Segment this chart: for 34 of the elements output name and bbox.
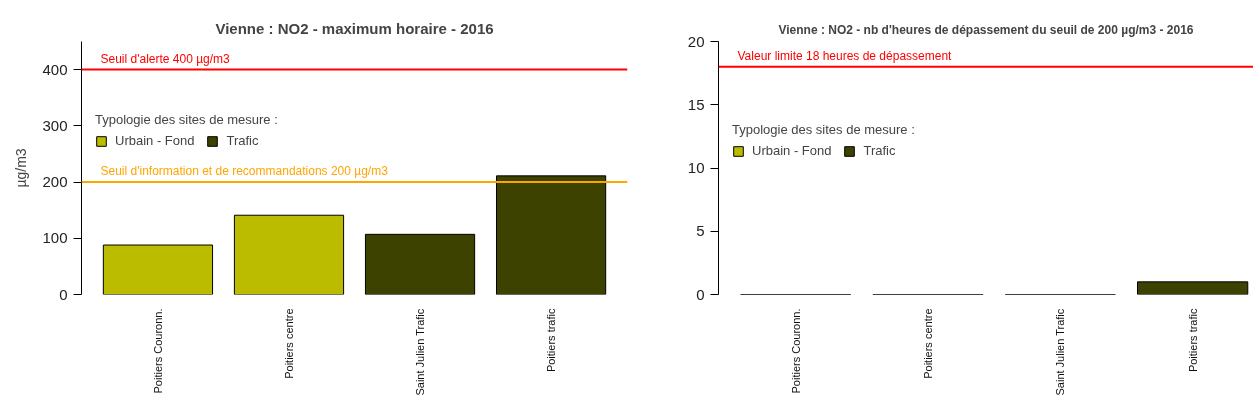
legend-title: Typologie des sites de mesure :	[732, 122, 915, 137]
bar	[233, 214, 345, 295]
y-tick-label: 100	[42, 229, 68, 247]
y-tick-label: 0	[696, 285, 705, 303]
x-tick-label: Poitiers Couronn.	[789, 308, 802, 394]
y-tick-label: 400	[42, 60, 68, 78]
x-tick-label: Poitiers Couronn.	[151, 308, 164, 394]
y-tick-label: 300	[42, 116, 68, 134]
chart-title: Vienne : NO2 - nb d'heures de dépassement du seuil de 200 µg/m3 - 2016	[778, 22, 1194, 37]
x-tick-label: Saint Julien Trafic	[1054, 308, 1067, 396]
y-tick-label: 20	[687, 32, 705, 50]
x-tick-label: Poitiers trafic	[545, 308, 558, 373]
y-tick-label: 200	[42, 173, 68, 191]
legend-label: Trafic	[863, 143, 896, 158]
legend-label: Trafic	[226, 133, 259, 148]
ref-line-label: Seuil d'information et de recommandations 200 µg/m3	[100, 164, 389, 179]
x-tick-label: Poitiers centre	[922, 308, 934, 379]
ref-line-label: Seuil d'alerte 400 µg/m3	[100, 51, 231, 66]
y-tick-label: 5	[696, 222, 705, 240]
x-tick-label: Poitiers centre	[283, 308, 295, 379]
ref-line-label: Valeur limite 18 heures de dépassement	[737, 48, 953, 63]
y-tick-label: 0	[59, 285, 68, 303]
legend-label: Urbain - Fond	[115, 133, 195, 148]
y-axis-title: µg/m3	[13, 148, 30, 188]
bar	[102, 244, 214, 295]
legend-title: Typologie des sites de mesure :	[95, 112, 278, 127]
bar	[364, 233, 476, 295]
x-tick-label: Saint Julien Trafic	[414, 308, 427, 396]
x-tick-label: Poitiers trafic	[1186, 308, 1199, 373]
y-tick-label: 15	[687, 95, 705, 113]
y-tick-label: 10	[687, 159, 705, 176]
chart-title: Vienne : NO2 - maximum horaire - 2016	[215, 19, 494, 37]
bar	[495, 175, 607, 295]
legend-label: Urbain - Fond	[752, 143, 832, 158]
